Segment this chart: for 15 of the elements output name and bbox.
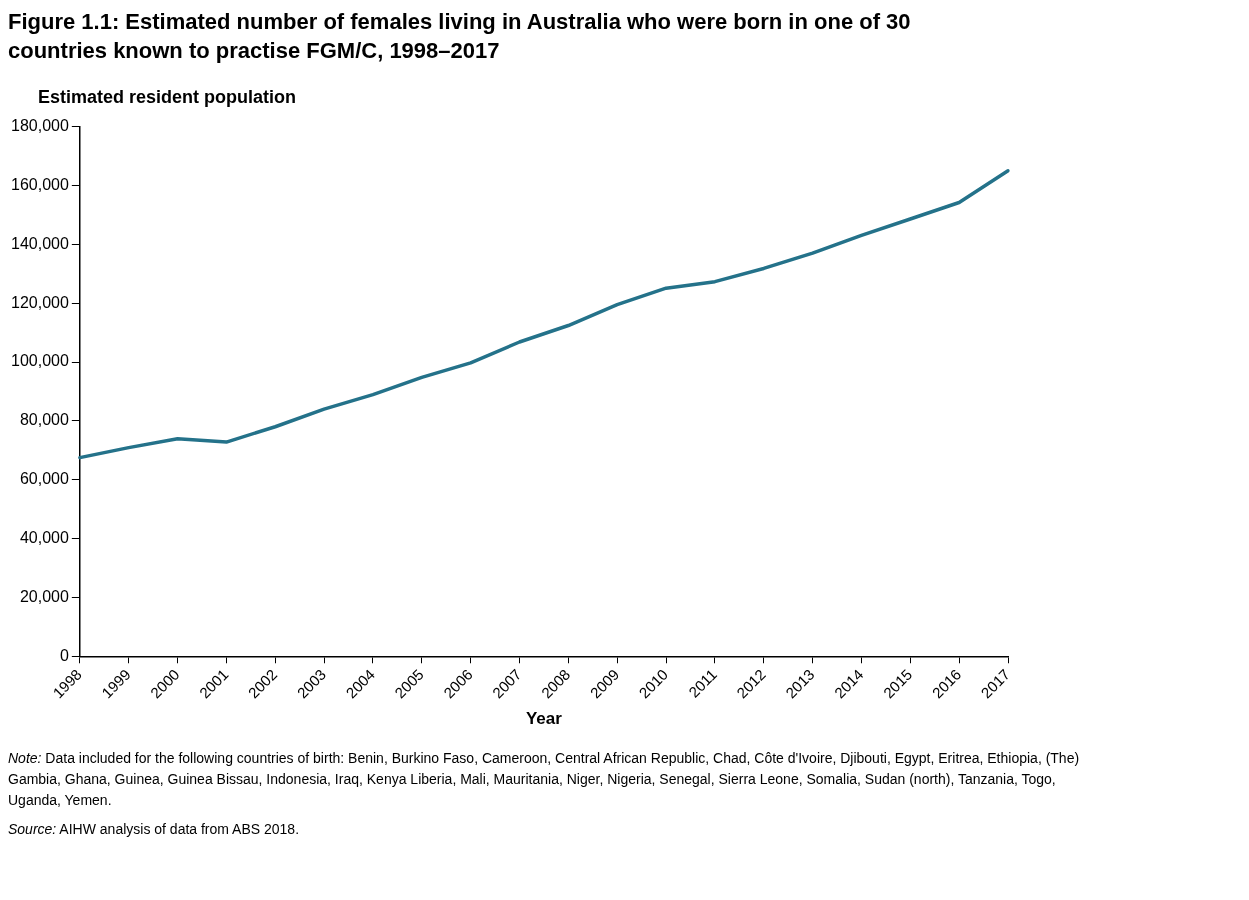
x-axis-title: Year [525,709,563,729]
y-tick-label: 20,000 [19,588,69,606]
y-tick-label: 180,000 [10,117,69,135]
text: Note: Data included for the following countries of birth: Benin, Burkino Faso, Cameroon, Central African Republic, Chad, Côte d'Ivoire, Djibouti, Egypt, Eritrea, Ethiopia, (The) Gambia, Ghana, Guinea, Guinea Bissau, Indonesia, Iraq, Kenya Liberia, Mali, Mauritania, Niger, Nigeria, Senegal, Sierra Leone, Somalia, Sudan (north), Tanzania, Togo, Uganda, Yemen. [8,749,1081,811]
y-tick-label: 140,000 [10,234,69,252]
chart-title: Figure 1.1: Estimated number of females living in Australia who were born in one of 30 countries known to practise FGM/C, 1998–2017 [8,8,912,65]
y-axis-title: Estimated resident population [38,87,298,109]
y-tick-label: 100,000 [10,352,69,370]
source-note: Source: AIHW analysis of data from ABS 2018. [8,820,301,840]
y-tick-label: 80,000 [19,411,69,429]
y-tick-label: 0 [59,646,69,664]
y-tick-label: 160,000 [10,176,69,194]
y-tick-label: 60,000 [19,470,69,488]
y-tick-label: 40,000 [19,529,69,547]
y-tick-label: 120,000 [10,293,69,311]
